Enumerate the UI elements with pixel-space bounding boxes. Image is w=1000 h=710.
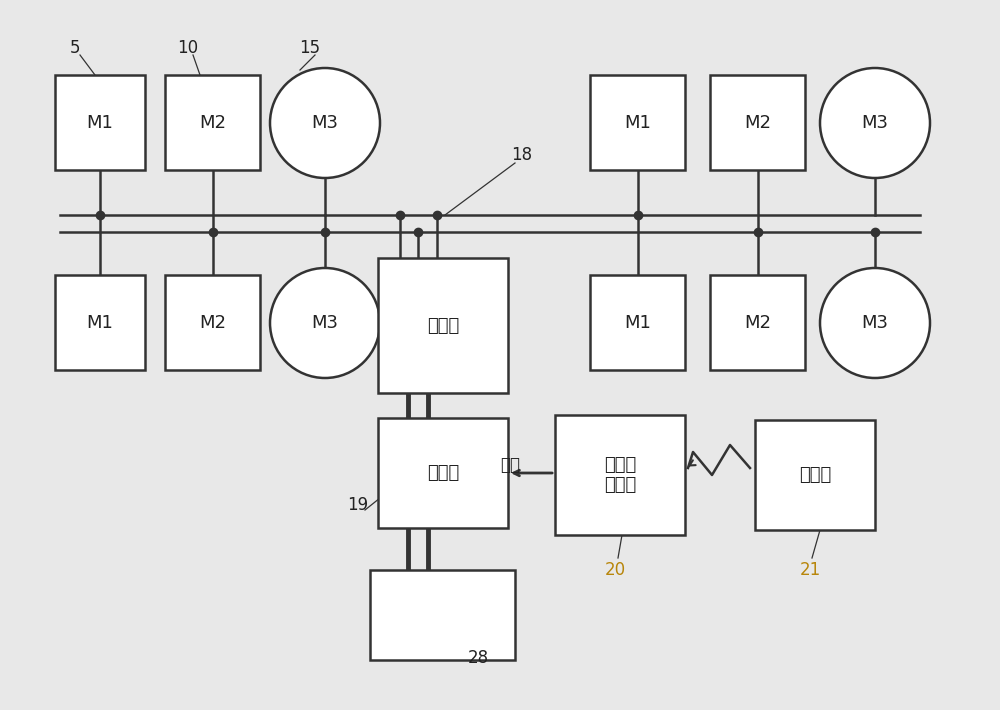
Bar xyxy=(710,275,805,370)
Text: 21: 21 xyxy=(799,561,821,579)
Text: M2: M2 xyxy=(744,314,771,332)
Bar xyxy=(710,75,805,170)
Text: 28: 28 xyxy=(467,649,489,667)
Bar xyxy=(370,570,515,660)
Circle shape xyxy=(820,68,930,178)
Bar xyxy=(378,258,508,393)
Text: M3: M3 xyxy=(862,114,889,132)
Text: 5: 5 xyxy=(70,39,80,57)
Bar xyxy=(555,415,685,535)
Bar xyxy=(165,75,260,170)
Bar xyxy=(378,418,508,528)
Text: 控制器: 控制器 xyxy=(427,464,459,482)
Bar xyxy=(55,275,145,370)
Text: M1: M1 xyxy=(87,114,113,131)
Text: 15: 15 xyxy=(299,39,321,57)
Text: 10: 10 xyxy=(177,39,199,57)
Text: M2: M2 xyxy=(199,114,226,131)
Circle shape xyxy=(270,268,380,378)
Bar xyxy=(590,75,685,170)
Text: 驱动器: 驱动器 xyxy=(427,317,459,334)
Text: M1: M1 xyxy=(624,314,651,332)
Text: 19: 19 xyxy=(347,496,369,514)
Bar xyxy=(590,275,685,370)
Bar xyxy=(165,275,260,370)
Text: 20: 20 xyxy=(604,561,626,579)
Circle shape xyxy=(820,268,930,378)
Text: M1: M1 xyxy=(87,314,113,332)
Text: 命令: 命令 xyxy=(500,456,520,474)
Text: M2: M2 xyxy=(744,114,771,131)
Text: M3: M3 xyxy=(312,314,338,332)
Text: M3: M3 xyxy=(312,114,338,132)
Circle shape xyxy=(270,68,380,178)
Bar xyxy=(55,75,145,170)
Text: M2: M2 xyxy=(199,314,226,332)
Text: 18: 18 xyxy=(511,146,533,164)
Text: 遥控器: 遥控器 xyxy=(799,466,831,484)
Text: M3: M3 xyxy=(862,314,889,332)
Text: 无线接
发模块: 无线接 发模块 xyxy=(604,456,636,494)
Text: M1: M1 xyxy=(624,114,651,131)
Bar xyxy=(755,420,875,530)
